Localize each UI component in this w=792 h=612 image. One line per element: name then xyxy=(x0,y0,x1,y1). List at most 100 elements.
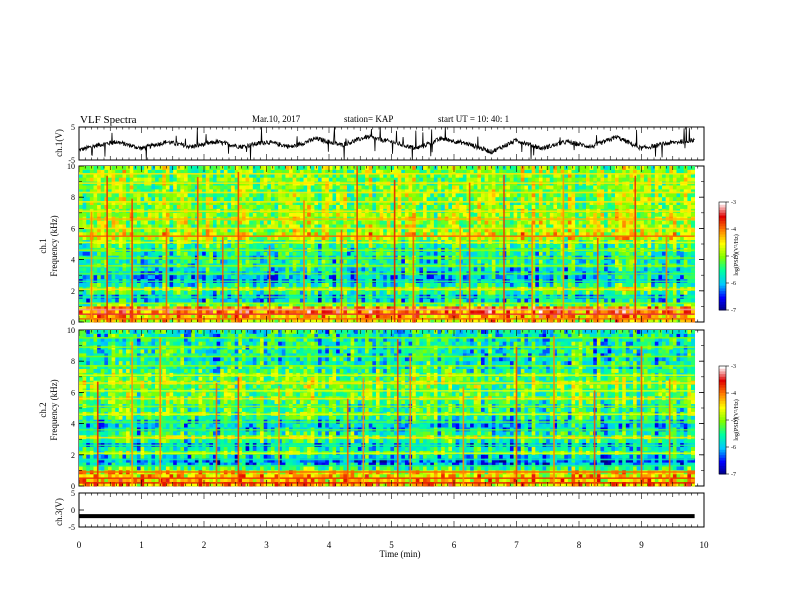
ch1-spectrogram-cell xyxy=(281,251,286,257)
ch1-spectrogram-cell xyxy=(155,267,160,272)
ch1-spectrogram-cell xyxy=(321,189,326,194)
ch1-spectrogram-cell xyxy=(654,244,659,249)
ch1-spectrogram-cell xyxy=(575,166,580,171)
ch1-spectrogram-cell xyxy=(433,228,438,233)
ch1-spectrogram-cell xyxy=(506,166,511,171)
ch1-spectrogram-cell xyxy=(249,205,254,210)
ch1-spectrogram-cell xyxy=(100,189,105,194)
ch1-spectrogram-cell xyxy=(220,173,225,179)
ch1-spectrogram-cell xyxy=(299,185,304,190)
ch1-spectrogram-cell xyxy=(452,193,457,198)
ch1-spectrogram-cell xyxy=(636,189,641,194)
ch1-spectrogram-cell xyxy=(115,220,120,225)
ch1-spectrogram-cell xyxy=(658,205,663,210)
ch1-spectrogram-cell xyxy=(604,267,609,272)
ch1-spectrogram-cell xyxy=(212,267,218,272)
ch1-spectrogram-cell xyxy=(256,201,261,206)
ch1-spectrogram-cell xyxy=(448,193,453,198)
ch1-spectrogram-cell xyxy=(184,244,189,249)
ch1-spectrogram-cell xyxy=(426,177,431,182)
ch1-spectrogram-cell xyxy=(263,267,268,272)
ch1-spectrogram-cell xyxy=(252,197,257,202)
ch1-spectrogram-cell xyxy=(209,220,214,225)
ch1-spectrogram-cell xyxy=(691,224,696,229)
ch1-spectrogram-cell xyxy=(484,173,489,179)
ch1-spectrogram-cell xyxy=(662,185,667,190)
ch1-spectrogram-cell xyxy=(249,185,254,190)
ch1-spectrogram-cell xyxy=(390,220,395,225)
ch1-spectrogram-cell xyxy=(528,201,533,206)
ch1-spectrogram-cell xyxy=(484,205,489,210)
ch1-spectrogram-cell xyxy=(126,244,131,249)
ch1-spectrogram-cell xyxy=(234,212,239,218)
ch1-spectrogram-cell xyxy=(614,224,619,229)
ch1-spectrogram-cell xyxy=(205,185,210,190)
ch1-spectrogram-cell xyxy=(614,177,619,182)
ch1-spectrogram-cell xyxy=(252,251,257,257)
ch1-spectrogram-cell xyxy=(115,189,120,194)
ch1-spectrogram-cell xyxy=(245,259,250,264)
ch1-spectrogram-cell xyxy=(564,205,569,210)
ch1-spectrogram-cell xyxy=(470,185,475,190)
ch1-spectrogram-cell xyxy=(430,212,435,218)
ch1-spectrogram-cell xyxy=(281,177,286,182)
ch1-spectrogram-cell xyxy=(589,224,594,229)
ch1-spectrogram-cell xyxy=(582,244,587,249)
ch1-spectrogram-cell xyxy=(303,173,308,179)
ch1-spectrogram-cell xyxy=(368,228,373,233)
ch1-spectrogram-cell xyxy=(361,201,366,206)
ch1-spectrogram-cell xyxy=(249,189,254,194)
ch1-spectrogram-cell xyxy=(241,251,246,257)
ch1-spectrogram-cell xyxy=(361,228,366,233)
ch1-spectrogram-cell xyxy=(484,224,489,229)
ch1-spectrogram-cell xyxy=(622,201,627,206)
ch1-spectrogram-cell xyxy=(491,251,496,257)
ch1-spectrogram-cell xyxy=(328,228,333,233)
ch1-spectrogram-cell xyxy=(546,169,551,175)
ch1-spectrogram-cell xyxy=(303,224,308,229)
ch1-spectrogram-cell xyxy=(455,205,460,210)
ch1-spectrogram-cell xyxy=(191,228,196,233)
ch1-spectrogram-cell xyxy=(607,224,612,229)
ch1-spectrogram-cell xyxy=(256,244,261,249)
ch1-spectrogram-cell xyxy=(202,232,207,237)
ch1-spectrogram-cell xyxy=(336,251,341,257)
ch1-spectrogram-cell xyxy=(470,220,475,225)
ch1-spectrogram-cell xyxy=(444,189,449,194)
ch1-spectrogram-cell xyxy=(676,212,681,218)
ch1-spectrogram-cell xyxy=(691,228,696,233)
ch1-spectrogram-cell xyxy=(180,228,185,233)
ch1-spectrogram-cell xyxy=(640,228,645,233)
ch1-spectrogram-cell xyxy=(144,212,149,218)
ch1-spectrogram-cell xyxy=(509,228,514,233)
ch1-spectrogram-cell xyxy=(491,201,496,206)
ch1-spectrogram-cell xyxy=(557,185,562,190)
ch1-spectrogram-cell xyxy=(296,193,301,198)
start-time-label: start UT = 10: 40: 1 xyxy=(438,114,509,124)
ch1-spectrogram-cell xyxy=(672,201,677,206)
ch1-spectrogram-cell xyxy=(321,205,326,210)
ch1-spectrogram-cell xyxy=(314,275,319,280)
ch1-spectrogram-cell xyxy=(629,169,634,175)
ch1-spectrogram-cell xyxy=(687,251,692,257)
ch1-spectrogram-cell xyxy=(209,201,214,206)
ch1-spectrogram-cell xyxy=(184,275,189,280)
ch1-spectrogram-cell xyxy=(564,185,569,190)
ch1-spectrogram-cell xyxy=(578,224,583,229)
ch1-spectrogram-cell xyxy=(430,197,435,202)
ch1-spectrogram-cell xyxy=(314,259,319,264)
ch1-spectrogram-cell xyxy=(285,166,290,171)
ch1-spectrogram-cell xyxy=(328,259,333,264)
ch1-spectrogram-cell xyxy=(133,177,138,182)
ch1-spectrogram-cell xyxy=(614,197,619,202)
ch1-spectrogram-cell xyxy=(423,185,428,190)
ch1-spectrogram-cell xyxy=(404,177,409,182)
ch1-spectrogram-cell xyxy=(176,169,181,175)
ch1-spectrogram-cell xyxy=(187,228,192,233)
ch1-spectrogram-cell xyxy=(629,259,634,264)
ch1-spectrogram-cell xyxy=(375,244,380,249)
ch1-spectrogram-cell xyxy=(86,224,91,229)
ch1-spectrogram-cell xyxy=(477,244,482,249)
ch1-spectrogram-cell xyxy=(404,212,409,218)
ch1-spectrogram-cell xyxy=(433,244,438,249)
